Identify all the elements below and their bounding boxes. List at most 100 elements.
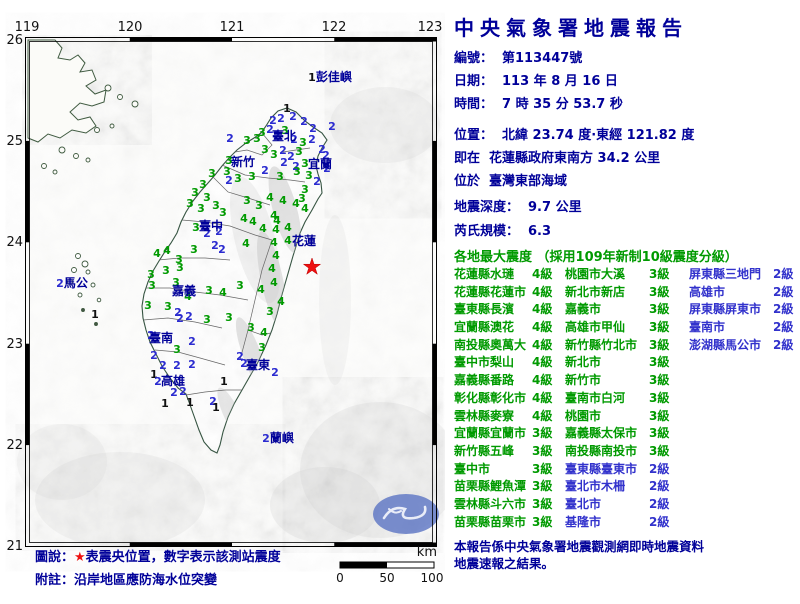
station-intensity: 3 — [203, 313, 211, 326]
station-intensity: 4 — [301, 202, 309, 215]
region-line: 位於 臺灣東部海域 — [454, 174, 568, 189]
intensity-level: 2級 — [773, 302, 794, 317]
intensity-level: 2級 — [773, 320, 794, 335]
x-tick: 121 — [220, 20, 245, 35]
intensity-location: 苗栗縣苗栗市 — [454, 514, 527, 529]
intensity-level: 3級 — [532, 443, 553, 458]
station-intensity: 4 — [268, 262, 276, 275]
intensity-level — [773, 443, 799, 461]
x-tick: 119 — [15, 20, 40, 35]
intensity-location — [689, 408, 773, 426]
intensity-section-header: 各地最大震度 （採用109年新制10級震度分級） — [454, 250, 738, 265]
station-intensity: 2 — [309, 122, 317, 135]
station-intensity: 3 — [164, 300, 172, 313]
station-intensity: 4 — [292, 197, 300, 210]
intensity-level: 3級 — [649, 355, 670, 370]
intensity-location — [689, 478, 773, 496]
intensity-location: 臺中市 — [454, 461, 491, 476]
location-group: 位置： 北緯 23.74 度·東經 121.82 度 即在 花蓮縣政府東南方 34.… — [454, 124, 797, 193]
station-intensity: 4 — [270, 276, 278, 289]
intensity-location: 嘉義市 — [565, 302, 602, 317]
intensity-level — [773, 425, 799, 443]
station-intensity: 3 — [234, 172, 242, 185]
intensity-level: 3級 — [649, 390, 670, 405]
station-intensity: 1 — [150, 368, 158, 381]
city-label: 臺東 — [246, 357, 270, 372]
scale-tick-50: 50 — [379, 571, 394, 585]
station-intensity: 3 — [212, 199, 220, 212]
station-intensity: 3 — [299, 136, 307, 149]
intensity-location: 臺北市 — [565, 496, 602, 511]
y-tick: 26 — [6, 33, 23, 48]
station-intensity: 3 — [175, 253, 183, 266]
intensity-level: 4級 — [532, 373, 553, 388]
report-id-group: 編號： 第113447號 日期： 113 年 8 月 16 日 時間： 7 時 35 … — [454, 47, 797, 116]
intensity-level — [773, 354, 799, 372]
station-intensity: 1 — [91, 308, 99, 321]
intensity-level: 2級 — [649, 496, 670, 511]
station-intensity: 3 — [258, 341, 266, 354]
station-intensity: 3 — [225, 311, 233, 324]
station-intensity: 3 — [191, 186, 199, 199]
county-boundaries — [142, 132, 311, 396]
intensity-location: 屏東縣屏東市 — [689, 302, 762, 317]
station-intensity: 3 — [247, 321, 255, 334]
intensity-location — [689, 425, 773, 443]
intensity-level: 3級 — [649, 337, 670, 352]
intensity-level: 3級 — [649, 302, 670, 317]
intensity-level — [773, 461, 799, 479]
station-intensity: 2 — [318, 143, 326, 156]
station-intensity: 2 — [323, 162, 331, 175]
station-intensity: 2 — [226, 132, 234, 145]
station-intensity: 2 — [266, 123, 274, 136]
intensity-level: 4級 — [532, 408, 553, 423]
intensity-level: 3級 — [649, 320, 670, 335]
y-tick: 21 — [6, 539, 23, 554]
footnote-line2: 地震速報之結果。 — [454, 556, 555, 571]
intensity-level — [773, 372, 799, 390]
station-intensity: 2 — [218, 243, 226, 256]
y-tick: 22 — [6, 438, 23, 453]
intensity-location: 花蓮縣花蓮市 — [454, 284, 527, 299]
station-intensity: 4 — [240, 212, 248, 225]
footnote-line1: 本報告係中央氣象署地震觀測網即時地震資料 — [454, 539, 705, 554]
station-intensity: 3 — [208, 167, 216, 180]
station-intensity: 2 — [236, 350, 244, 363]
station-intensity: 2 — [179, 385, 187, 398]
intensity-level: 3級 — [649, 284, 670, 299]
station-intensity: 3 — [219, 206, 227, 219]
report-number-line: 編號： 第113447號 — [454, 51, 583, 66]
axis-labels: 119 120 121 122 123 26 25 24 23 22 21 — [6, 20, 442, 554]
station-intensity: 2 — [277, 112, 285, 125]
epicenter-star — [302, 257, 322, 275]
station-intensity: 2 — [292, 160, 300, 173]
depth-line: 地震深度： 9.7 公里 — [454, 200, 582, 215]
intensity-location — [689, 443, 773, 461]
station-intensity: 1 — [161, 397, 169, 410]
magnitude-group: 地震深度： 9.7 公里 芮氏規模： 6.3 — [454, 196, 797, 244]
intensity-location — [689, 496, 773, 514]
x-tick: 123 — [418, 20, 443, 35]
station-intensity: 3 — [243, 194, 251, 207]
intensity-level: 2級 — [773, 284, 794, 299]
station-intensity: 3 — [199, 178, 207, 191]
station-intensity: 2 — [313, 175, 321, 188]
intensity-level — [773, 496, 799, 514]
station-intensity: 3 — [173, 343, 181, 356]
station-intensity: 3 — [236, 279, 244, 292]
cwa-logo — [373, 494, 439, 534]
intensity-location: 基隆市 — [565, 514, 602, 529]
station-intensity: 4 — [163, 244, 171, 257]
intensity-table: 花蓮縣水璉 4級 桃園市大溪 3級 屏東縣三地門 2級 花蓮縣花蓮市 4級 新北市新店 3級 高雄市… — [454, 266, 799, 531]
city-label: 2馬公 — [56, 276, 88, 290]
station-intensity: 3 — [147, 268, 155, 281]
intensity-location: 屏東縣三地門 — [689, 267, 762, 281]
city-label: 花蓮 — [292, 233, 316, 248]
city-label: 宜蘭 — [308, 156, 332, 171]
station-intensity: 3 — [255, 199, 263, 212]
station-intensity: 4 — [257, 283, 265, 296]
report-date-line: 日期： 113 年 8 月 16 日 — [454, 74, 618, 89]
